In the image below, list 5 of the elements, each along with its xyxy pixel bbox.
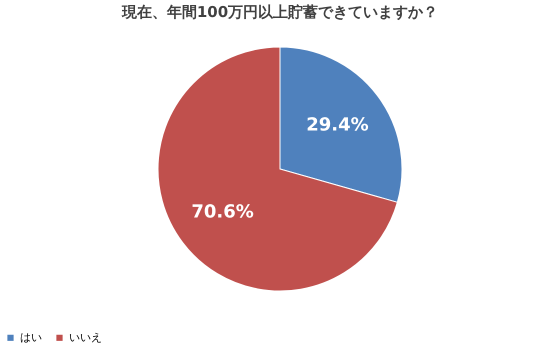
legend-label: はい [20,330,42,344]
data-label: 70.6% [191,201,254,222]
data-label: 29.4% [306,114,369,136]
legend-label: いいえ [69,330,102,344]
chart-title: 現在、年間100万円以上貯蓄できていますか？ [120,3,438,21]
